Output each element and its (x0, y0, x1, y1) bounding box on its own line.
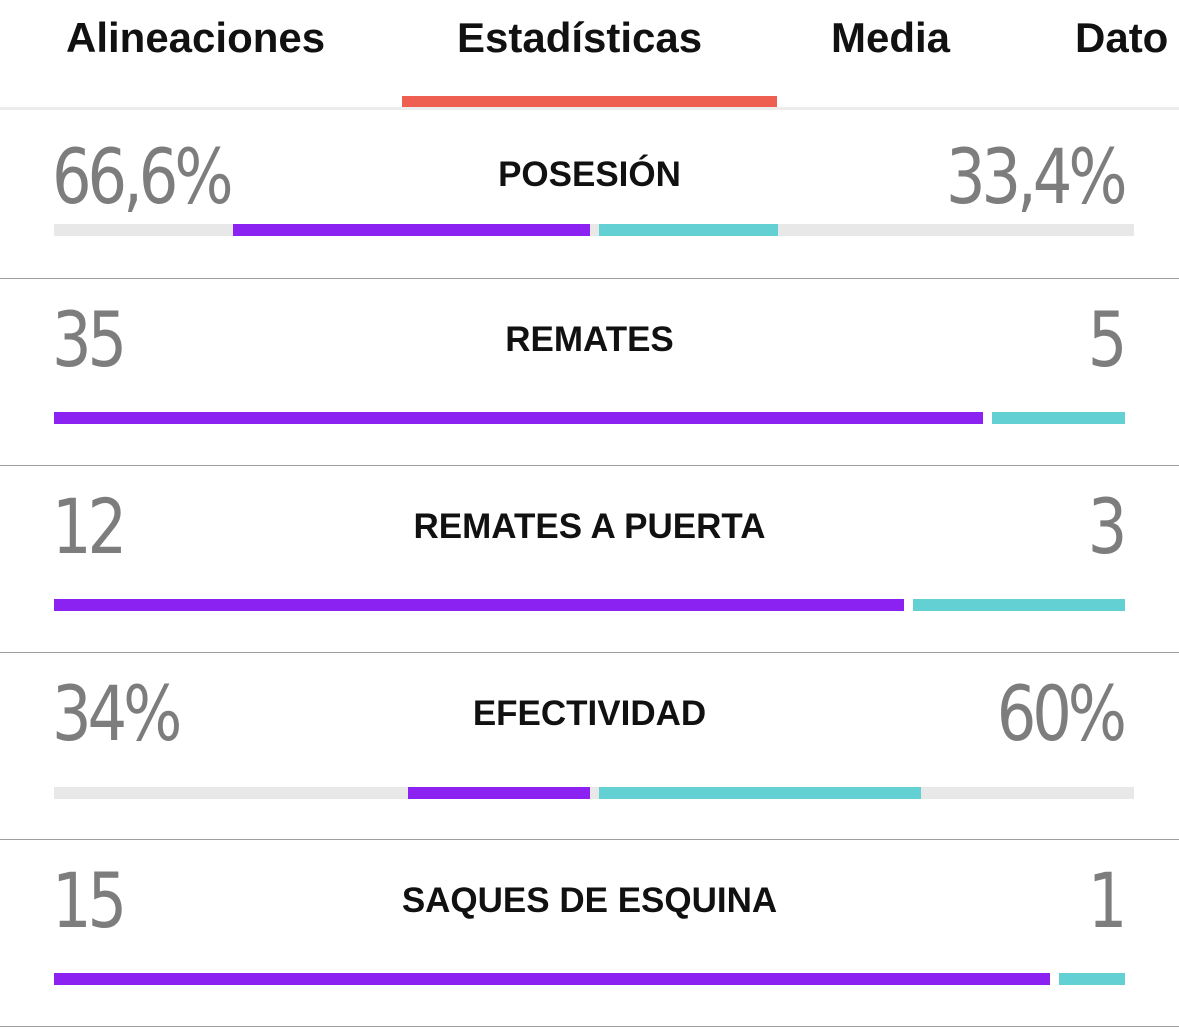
stat-row-posesion: 66,6% POSESIÓN 33,4% (0, 110, 1179, 279)
tab-alineaciones[interactable]: Alineaciones (66, 14, 326, 61)
stat-row-remates: 35 REMATES 5 (0, 279, 1179, 466)
stat-row-remates-a-puerta: 12 REMATES A PUERTA 3 (0, 466, 1179, 653)
stat-label: REMATES A PUERTA (413, 507, 766, 546)
home-bar (54, 412, 984, 424)
home-bar (54, 973, 1050, 985)
home-bar (233, 224, 590, 236)
stat-away-value: 60% (996, 669, 1127, 758)
away-bar (599, 224, 779, 236)
stat-bar (54, 973, 1134, 985)
tab-datos[interactable]: Dato (1075, 14, 1169, 61)
stat-away-value: 5 (1087, 295, 1127, 384)
away-bar (992, 412, 1125, 424)
tab-bar: Alineaciones Estadísticas Media Dato (0, 0, 1179, 110)
stat-home-value: 35 (52, 295, 127, 384)
stat-bar (54, 224, 1134, 236)
home-bar (54, 599, 904, 611)
active-tab-indicator (402, 96, 777, 107)
stat-label: REMATES (505, 320, 674, 359)
stat-label: EFECTIVIDAD (472, 694, 707, 733)
stat-bar (54, 599, 1134, 611)
stat-home-value: 34% (52, 669, 182, 758)
stat-bar (54, 412, 1134, 424)
stat-label: POSESIÓN (498, 155, 681, 194)
away-bar (912, 599, 1125, 611)
tab-media[interactable]: Media (831, 14, 951, 61)
away-bar (1058, 973, 1125, 985)
stat-row-efectividad: 34% EFECTIVIDAD 60% (0, 653, 1179, 840)
stat-away-value: 33,4% (945, 132, 1128, 221)
stat-bar (54, 787, 1134, 799)
stat-home-value: 15 (52, 856, 127, 945)
stat-row-saques-de-esquina: 15 SAQUES DE ESQUINA 1 (0, 840, 1179, 1027)
stat-home-value: 12 (52, 482, 127, 571)
stat-home-value: 66,6% (52, 132, 234, 221)
away-bar (599, 787, 921, 799)
home-bar (407, 787, 590, 799)
tab-estadisticas[interactable]: Estadísticas (457, 14, 703, 61)
stat-away-value: 3 (1087, 482, 1127, 571)
stat-label: SAQUES DE ESQUINA (401, 881, 778, 920)
stat-away-value: 1 (1087, 856, 1127, 945)
